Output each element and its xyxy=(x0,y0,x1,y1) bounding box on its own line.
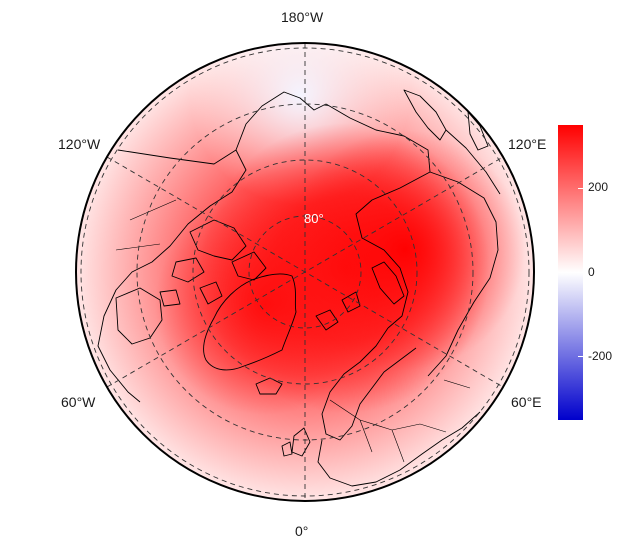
lat-label-80: 80° xyxy=(304,211,324,226)
coastlines xyxy=(97,89,501,487)
arctic-islands xyxy=(159,219,267,307)
colorbar-tick-mark xyxy=(578,272,583,273)
colorbar-tick-label: 0 xyxy=(588,264,595,279)
svalbard xyxy=(315,291,361,331)
graticule xyxy=(80,43,530,501)
north-america-coast xyxy=(97,149,247,403)
colorbar-tick-mark xyxy=(578,356,583,358)
lon-label-0: 0° xyxy=(295,523,309,539)
borders xyxy=(115,199,471,463)
british-isles xyxy=(281,427,311,457)
colorbar-tick-mark xyxy=(578,187,583,189)
map-boundary xyxy=(75,42,535,502)
colorbar-tick-label: -200 xyxy=(588,348,613,363)
lon-label-60w: 60°W xyxy=(61,394,96,410)
colorbar-tick-label: 200 xyxy=(588,180,609,195)
scandinavia-coast xyxy=(321,327,417,441)
siberia-coast xyxy=(325,103,431,329)
europe-coast xyxy=(317,411,481,487)
lon-label-120w: 120°W xyxy=(58,136,101,152)
iceland xyxy=(255,377,283,395)
novaya-zemlya xyxy=(371,261,405,305)
japan xyxy=(467,111,489,151)
china-coast xyxy=(445,129,501,195)
meridian-60w-120e xyxy=(106,156,504,388)
lat-circle-70 xyxy=(192,159,418,385)
hudson-bay xyxy=(115,287,163,345)
lon-label-120e: 120°E xyxy=(508,136,547,152)
alaska-coast xyxy=(235,91,327,151)
lon-label-180w: 180°W xyxy=(281,9,324,25)
lon-label-60e: 60°E xyxy=(511,394,542,410)
russia-interior xyxy=(427,171,499,377)
kamchatka xyxy=(403,89,447,141)
